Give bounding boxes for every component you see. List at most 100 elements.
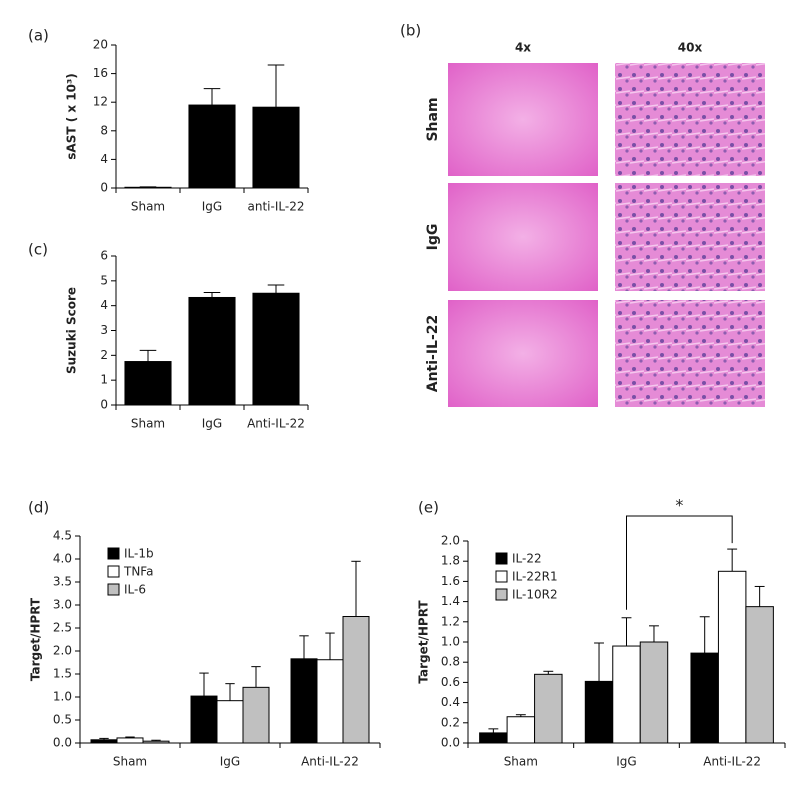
y-tick-label: 0.2: [441, 715, 460, 729]
y-tick-label: 0.4: [441, 695, 460, 709]
column-label: 40x: [678, 41, 703, 55]
y-tick-label: 0: [100, 398, 108, 412]
bar: [612, 645, 641, 744]
bar: [745, 606, 774, 744]
y-tick-label: 6: [100, 249, 108, 263]
bar: [506, 716, 536, 744]
y-tick-label: 1.4: [441, 594, 460, 608]
bar: [116, 737, 144, 744]
y-tick-label: 2.0: [53, 644, 72, 658]
y-tick-label: 4.0: [53, 552, 72, 566]
bar: [124, 361, 172, 406]
y-tick-label: 0.0: [53, 736, 72, 750]
y-tick-label: 4: [100, 298, 108, 312]
bar: [584, 680, 614, 744]
y-tick-label: 1.6: [441, 574, 460, 588]
y-tick-label: 12: [93, 95, 108, 109]
y-tick-label: 4.5: [53, 529, 72, 543]
y-tick-label: 5: [100, 273, 108, 287]
y-tick-label: 8: [100, 123, 108, 137]
y-tick-label: 3.5: [53, 575, 72, 589]
y-tick-label: 0.0: [441, 736, 460, 750]
histology-image-40x: [615, 63, 765, 176]
y-tick-label: 2: [100, 348, 108, 362]
bar: [534, 673, 563, 744]
bar: [639, 641, 669, 744]
histology-image-4x: [448, 63, 598, 176]
annotation: *: [675, 496, 683, 515]
legend-swatch: [495, 588, 508, 601]
histology-image-40x: [615, 300, 765, 407]
panel-label: (e): [418, 499, 439, 517]
y-tick-label: 3: [100, 323, 108, 337]
bar: [479, 732, 508, 744]
row-label: Anti-IL-22: [425, 315, 441, 393]
legend-label: IL-1b: [124, 547, 154, 561]
x-tick-label: anti-IL-22: [248, 200, 305, 214]
bar: [216, 700, 244, 744]
bar: [342, 616, 370, 744]
x-tick-label: Sham: [131, 200, 165, 214]
y-tick-label: 4: [100, 152, 108, 166]
histology-image-40x: [615, 183, 765, 291]
y-tick-label: 1.0: [53, 690, 72, 704]
legend-swatch: [107, 565, 120, 578]
bar: [188, 296, 236, 406]
histology-image-4x: [448, 183, 598, 291]
y-tick-label: 1.0: [441, 635, 460, 649]
column-label: 4x: [515, 41, 531, 55]
x-tick-label: IgG: [202, 417, 222, 431]
bar: [188, 104, 236, 189]
row-label: Sham: [425, 97, 441, 141]
x-tick-label: Anti-IL-22: [703, 755, 761, 769]
y-axis-label: Target/HPRT: [29, 597, 43, 681]
legend-label: IL-22: [512, 552, 542, 566]
y-tick-label: 2.0: [441, 534, 460, 548]
legend-swatch: [495, 570, 508, 583]
y-tick-label: 0.8: [441, 655, 460, 669]
y-tick-label: 1.5: [53, 667, 72, 681]
x-tick-label: Anti-IL-22: [247, 417, 305, 431]
x-tick-label: Sham: [113, 755, 147, 769]
significance-bracket: [626, 515, 733, 610]
bar: [252, 292, 300, 406]
row-label: IgG: [425, 224, 441, 251]
bar: [690, 652, 719, 744]
legend-label: TNFa: [123, 565, 153, 579]
bar: [717, 570, 747, 744]
y-tick-label: 20: [93, 38, 108, 52]
y-axis-label: Suzuki Score: [65, 287, 79, 374]
bar: [142, 740, 170, 744]
y-tick-label: 16: [93, 66, 108, 80]
y-tick-label: 0.5: [53, 713, 72, 727]
y-tick-label: 2.5: [53, 621, 72, 635]
legend-swatch: [495, 552, 508, 565]
panel-label: (d): [28, 499, 49, 517]
y-tick-label: 3.0: [53, 598, 72, 612]
y-tick-label: 1.2: [441, 614, 460, 628]
x-tick-label: Sham: [131, 417, 165, 431]
bar: [316, 659, 344, 744]
y-tick-label: 1.8: [441, 554, 460, 568]
y-tick-label: 0: [100, 181, 108, 195]
panel-label: (b): [400, 22, 421, 40]
y-tick-label: 0.6: [441, 675, 460, 689]
x-tick-label: IgG: [616, 755, 636, 769]
x-tick-label: IgG: [220, 755, 240, 769]
legend-swatch: [107, 547, 120, 560]
x-tick-label: IgG: [202, 200, 222, 214]
panel-label: (a): [28, 27, 49, 45]
panel-label: (c): [28, 241, 48, 259]
y-axis-label: Target/HPRT: [417, 600, 431, 684]
x-tick-label: Anti-IL-22: [301, 755, 359, 769]
bar: [190, 695, 218, 744]
histology-image-4x: [448, 300, 598, 407]
bar: [242, 686, 270, 744]
bar: [252, 106, 300, 189]
y-tick-label: 1: [100, 373, 108, 387]
legend-label: IL-6: [124, 583, 146, 597]
bar: [290, 658, 318, 744]
legend-label: IL-22R1: [512, 570, 558, 584]
legend-label: IL-10R2: [512, 588, 558, 602]
